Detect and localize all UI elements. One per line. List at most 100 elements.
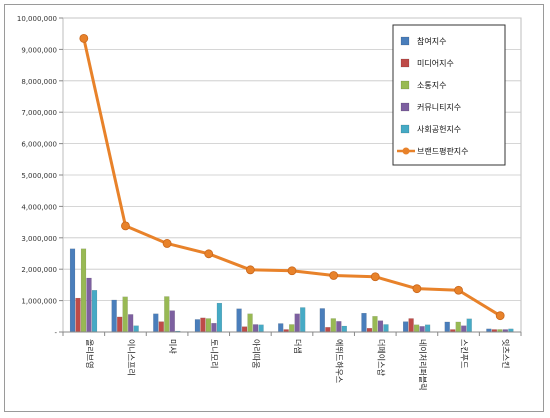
bar — [461, 325, 467, 333]
bar — [278, 323, 284, 333]
y-tick-label: 5,000,000 — [21, 172, 57, 180]
y-tick-label: 2,000,000 — [21, 266, 57, 274]
bar — [194, 319, 201, 333]
bar — [377, 320, 384, 333]
legend-marker — [402, 147, 410, 155]
bar — [300, 307, 306, 333]
line-point — [287, 266, 297, 276]
x-tick-label: 스킨푸드 — [460, 339, 470, 368]
x-tick-label: 토니모리 — [210, 339, 220, 368]
bar — [414, 324, 420, 333]
bar — [122, 296, 128, 333]
bar — [252, 324, 259, 333]
legend-label: 참여지수 — [417, 36, 446, 46]
legend-swatch — [400, 36, 410, 46]
bar — [86, 277, 92, 333]
x-tick-label: 잇츠스킨 — [501, 339, 511, 368]
bar — [117, 316, 123, 333]
y-tick-label: 6,000,000 — [21, 141, 57, 149]
bar — [425, 324, 431, 333]
bar — [455, 321, 461, 333]
x-tick-label: 더샘 — [293, 339, 302, 354]
x-tick-label: 이니스프리 — [126, 339, 136, 376]
bar — [319, 308, 325, 333]
x-tick-label: 더페이스샵 — [376, 339, 386, 376]
line-point — [79, 34, 89, 43]
x-tick-label: 올리브영 — [85, 339, 95, 368]
bar — [158, 321, 164, 333]
legend-label: 사회공헌지수 — [417, 125, 461, 134]
bar — [444, 321, 450, 333]
bar — [408, 318, 414, 333]
bar — [111, 299, 117, 333]
y-tick-label: 3,000,000 — [21, 235, 57, 243]
bar — [91, 290, 98, 333]
bar — [466, 318, 472, 333]
chart-frame: - 1,000,000 2,000,000 3,000,000 4,000,000 5,0… — [4, 4, 544, 412]
legend-swatch — [400, 58, 410, 68]
bar — [294, 313, 300, 333]
bar — [133, 325, 139, 333]
bar — [75, 297, 81, 333]
bar — [236, 308, 242, 333]
bar — [200, 317, 206, 333]
y-tick-label: - — [54, 329, 57, 337]
line-point — [370, 272, 380, 282]
y-tick-label: 9,000,000 — [21, 46, 57, 54]
legend-label: 브랜드평판지수 — [417, 146, 469, 156]
legend-label: 소통지수 — [417, 81, 446, 90]
legend-swatch — [400, 80, 410, 90]
x-tick-label: 네이처리퍼블릭 — [418, 339, 428, 391]
line-point — [412, 284, 422, 294]
bar — [69, 248, 76, 333]
bar — [336, 321, 342, 333]
x-tick-label: 아리따움 — [251, 339, 261, 368]
legend-label: 커뮤니티지수 — [417, 102, 461, 112]
y-tick-label: 10,000,000 — [17, 15, 57, 23]
y-tick-label: 1,000,000 — [21, 298, 57, 306]
bar — [205, 318, 212, 333]
line-point — [121, 221, 130, 231]
line-point — [162, 239, 172, 248]
legend-label: 미디어지수 — [417, 58, 454, 68]
bar — [128, 314, 134, 333]
x-tick-label: 미샤 — [168, 339, 178, 354]
bar — [241, 326, 248, 333]
bar-series — [69, 248, 514, 333]
line-point — [329, 271, 339, 280]
legend-box — [392, 24, 506, 166]
line-point — [454, 285, 463, 295]
line-point — [495, 311, 505, 321]
x-axis: 올리브영 이니스프리 미샤 토니모리 아리따움 더샘 에뛰드하우스 더페이스샵 네이처리퍼블릭 스… — [62, 331, 522, 391]
bar — [153, 313, 159, 333]
bar — [341, 325, 347, 333]
bar — [330, 318, 336, 333]
brand-reputation-chart: - 1,000,000 2,000,000 3,000,000 4,000,000 5,0… — [17, 15, 522, 391]
bar — [169, 310, 175, 333]
y-tick-label: 4,000,000 — [21, 203, 57, 211]
bar — [383, 324, 389, 333]
line-point — [204, 249, 214, 259]
bar — [80, 248, 87, 333]
y-tick-label: 8,000,000 — [21, 78, 57, 86]
y-tick-label: 7,000,000 — [21, 109, 57, 117]
bar — [325, 327, 331, 333]
legend-swatch — [400, 124, 410, 134]
bar — [211, 323, 217, 333]
bar — [361, 313, 367, 333]
bar — [247, 313, 253, 333]
bar — [164, 296, 170, 333]
line-point — [245, 265, 255, 275]
bar — [372, 316, 378, 333]
bar — [366, 328, 373, 333]
x-tick-label: 에뛰드하우스 — [335, 339, 345, 383]
y-axis: - 1,000,000 2,000,000 3,000,000 4,000,000 5,0… — [17, 15, 63, 337]
bar — [258, 324, 264, 333]
bar — [403, 321, 409, 333]
legend-swatch — [400, 102, 410, 112]
bar — [419, 326, 425, 333]
bar — [289, 324, 295, 333]
line-series — [79, 34, 505, 321]
bar — [216, 302, 223, 333]
